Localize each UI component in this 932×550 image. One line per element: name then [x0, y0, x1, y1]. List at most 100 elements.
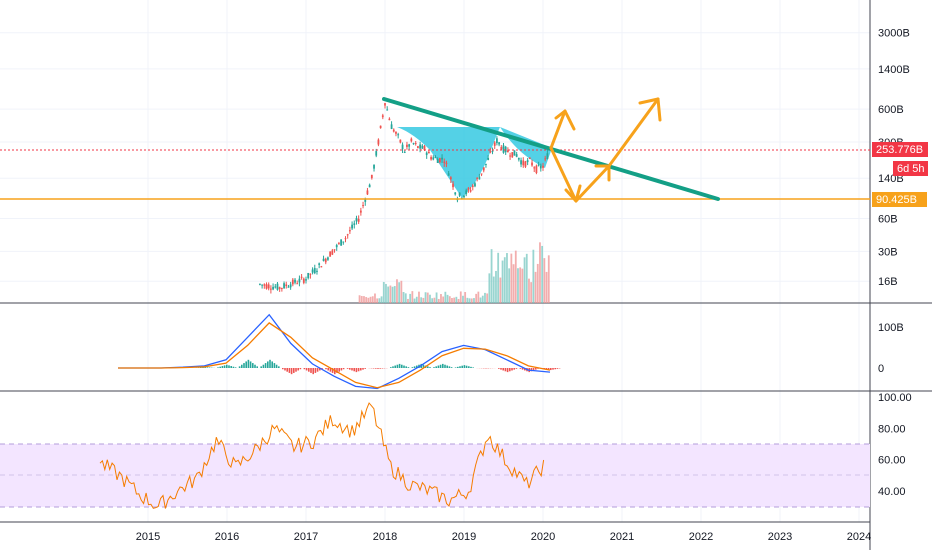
- candle-body: [465, 190, 468, 195]
- cup-pattern[interactable]: [397, 127, 500, 198]
- macd-histogram-bar: [403, 365, 405, 368]
- volume-bar: [479, 297, 482, 303]
- macd-histogram-bar: [245, 361, 247, 368]
- macd-histogram-bar: [310, 368, 312, 373]
- macd-histogram-bar: [327, 368, 329, 371]
- candle-body: [338, 242, 340, 244]
- macd-histogram-bar: [342, 368, 345, 370]
- candle-body: [544, 158, 547, 160]
- macd-histogram-bar: [247, 359, 250, 368]
- macd-scale[interactable]: 100B 0: [878, 322, 904, 375]
- candle-body: [300, 276, 303, 278]
- macd-histogram-bar: [429, 367, 431, 368]
- macd-histogram-bar: [535, 368, 537, 370]
- candle-body: [280, 287, 283, 289]
- macd-histogram-bar: [390, 367, 392, 368]
- macd-histogram-bar: [202, 367, 204, 368]
- volume-bar: [475, 293, 478, 303]
- macd-histogram-bar: [454, 367, 457, 368]
- volume-bar: [360, 295, 363, 303]
- price-scale-label: 3000B: [878, 28, 910, 40]
- candle-body: [449, 177, 452, 180]
- candle-body: [454, 192, 457, 195]
- candle-body: [469, 189, 472, 192]
- macd-histogram-bar: [463, 365, 466, 368]
- candle-body: [340, 239, 343, 246]
- candle-body: [305, 279, 307, 281]
- projection-arrows[interactable]: [549, 97, 662, 203]
- candle-body: [397, 134, 400, 136]
- candle-body: [392, 129, 395, 132]
- volume-bar: [365, 297, 368, 303]
- candle-body: [375, 151, 378, 156]
- macd-scale-label: 100B: [878, 322, 904, 334]
- rsi-scale-label: 40.00: [878, 486, 906, 498]
- candle-body: [430, 157, 432, 160]
- candle-body: [272, 286, 274, 290]
- volume-bar: [437, 298, 440, 303]
- macd-histogram-bar: [465, 365, 468, 368]
- candle-body: [443, 161, 446, 163]
- volume-bar: [539, 242, 541, 303]
- macd-histogram-bar: [437, 365, 440, 368]
- volume-bar: [455, 296, 458, 303]
- volume-bar: [503, 257, 506, 303]
- macd-histogram-bar: [513, 368, 515, 370]
- candle-body: [335, 245, 338, 248]
- candle-body: [421, 145, 424, 149]
- time-axis[interactable]: 2015 2016 2017 2018 2019 2020 2021 2022 2023 2024: [136, 531, 871, 543]
- macd-histogram-bar: [355, 368, 358, 373]
- countdown-tag: 6d 5h: [893, 161, 928, 176]
- candle-body: [423, 145, 426, 151]
- macd-histogram-bar: [271, 361, 273, 368]
- macd-histogram-bar: [267, 361, 269, 368]
- macd-histogram-bar: [204, 367, 206, 368]
- macd-histogram-bar: [219, 366, 221, 368]
- rsi-scale[interactable]: 100.00 80.00 60.00 40.00: [878, 392, 912, 498]
- candle-body: [370, 174, 373, 179]
- time-axis-label: 2016: [215, 531, 239, 543]
- candle-body: [417, 146, 419, 148]
- candle-body: [274, 286, 277, 288]
- candle-body: [285, 284, 288, 287]
- candle-body: [476, 177, 479, 179]
- current-price-tag: 253.776B: [872, 142, 928, 157]
- macd-histogram-bar: [295, 368, 297, 372]
- volume-bar: [517, 268, 519, 303]
- macd-signal-line: [118, 322, 551, 389]
- candle-body: [307, 272, 310, 279]
- candle-body: [419, 144, 422, 149]
- volume-bar: [374, 293, 376, 303]
- candle-body: [471, 185, 474, 187]
- macd-histogram-bar: [299, 368, 302, 370]
- macd-histogram-bar: [308, 368, 310, 372]
- candle-body: [520, 160, 522, 165]
- macd-histogram-bar: [450, 367, 453, 368]
- rsi-scale-label: 60.00: [878, 455, 906, 467]
- candle-body: [278, 287, 281, 289]
- volume-bar: [367, 297, 370, 303]
- volume-bar: [543, 258, 546, 303]
- price-scale[interactable]: 3000B1400B600B300B140B60B30B16B: [878, 28, 910, 289]
- macd-histogram-bar: [325, 368, 327, 370]
- macd-histogram-bar: [234, 367, 237, 368]
- candle-body: [528, 157, 531, 159]
- volume-bar: [541, 245, 544, 303]
- macd-histogram-bar: [288, 368, 291, 373]
- macd-histogram-bar: [226, 364, 228, 368]
- candle-body: [531, 162, 533, 166]
- volume-bar: [411, 291, 414, 303]
- macd-histogram-bar: [554, 368, 556, 370]
- macd-histogram-bar: [357, 368, 360, 372]
- candle-body: [432, 157, 435, 160]
- arrow-recover-path: [574, 164, 611, 203]
- candle-body: [493, 142, 496, 146]
- candle-body: [318, 263, 321, 265]
- macd-histogram-bar: [377, 368, 379, 369]
- volume-bar: [462, 295, 464, 303]
- candle-body: [546, 153, 549, 160]
- macd-histogram-bar: [238, 366, 241, 368]
- candle-body: [302, 278, 305, 283]
- arrow-up-short-head: [554, 109, 576, 131]
